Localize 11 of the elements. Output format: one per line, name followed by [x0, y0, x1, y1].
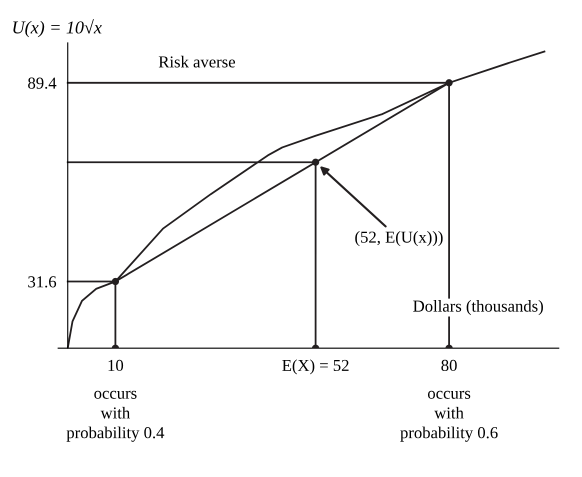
annotation: Risk averse: [158, 56, 236, 68]
annotation: (52, E(U(x))): [355, 231, 443, 246]
x-tick-label: 80: [441, 360, 457, 372]
x-axis-title: Dollars (thousands): [413, 300, 543, 316]
x-tick-label: E(X) = 52: [282, 359, 349, 374]
y-tick-label: 89.4: [28, 78, 56, 89]
y-tick-label: 31.6: [28, 276, 56, 288]
annotation: occurs with probability 0.4: [66, 390, 164, 442]
annotation: occurs with probability 0.6: [400, 390, 498, 442]
chart-title: U(x) = 10√x: [13, 19, 102, 38]
x-tick-label: 10: [108, 360, 124, 372]
